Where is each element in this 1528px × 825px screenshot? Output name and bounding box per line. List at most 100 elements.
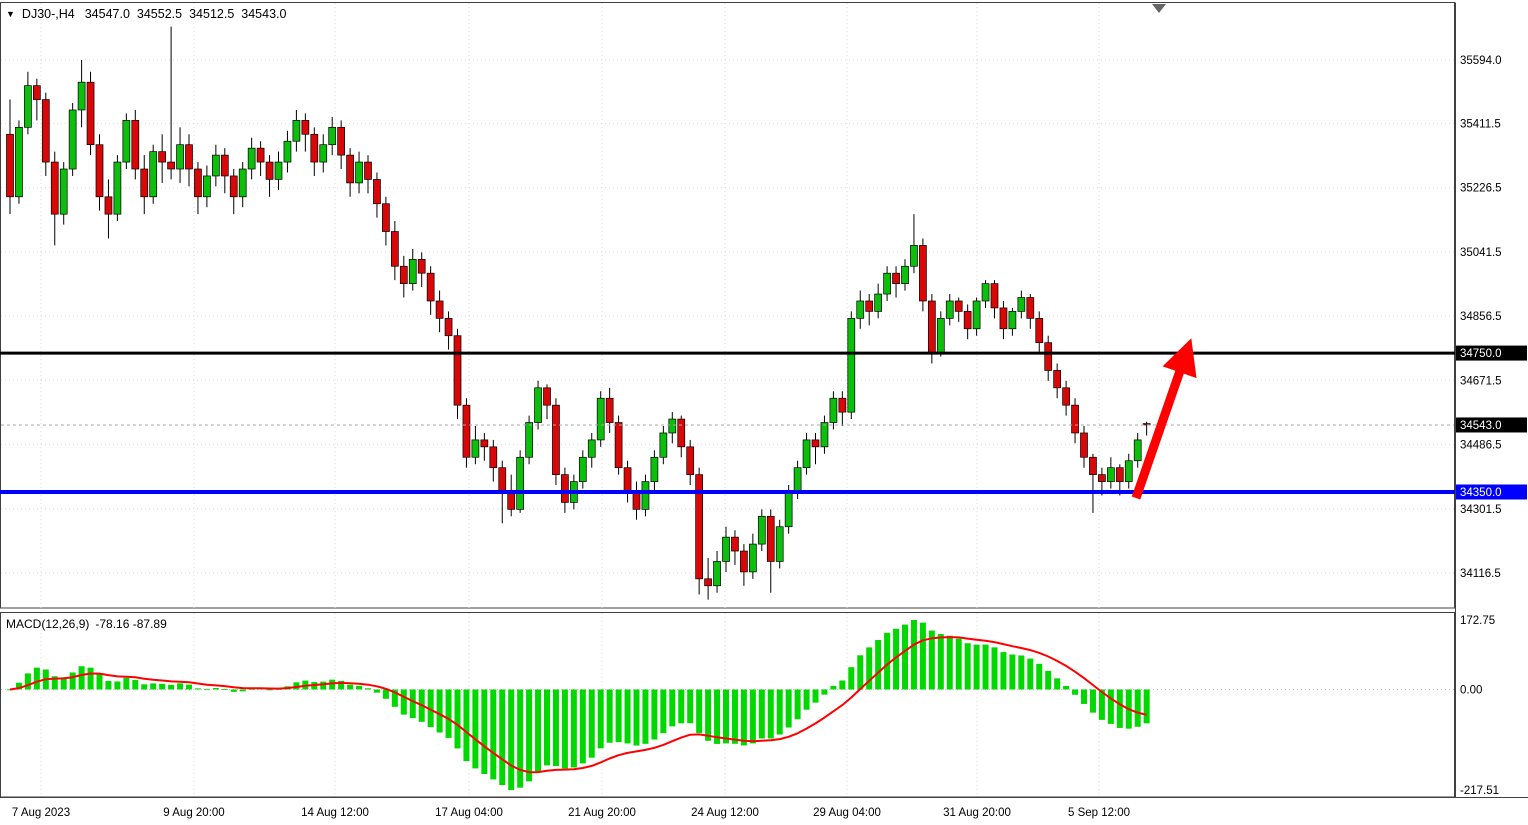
macd-bar xyxy=(382,689,389,699)
candle xyxy=(874,283,883,319)
macd-bar xyxy=(669,689,676,727)
macd-bar xyxy=(436,689,443,733)
price-axis[interactable]: 35594.0 35411.5 35226.5 35041.5 34856.5 34671… xyxy=(1460,55,1502,797)
macd-bar xyxy=(472,689,479,769)
main-chart-area[interactable] xyxy=(0,3,1455,608)
candle xyxy=(641,474,650,517)
macd-bar xyxy=(803,689,810,710)
candle xyxy=(462,398,471,468)
current-price-tag xyxy=(1456,417,1527,433)
candle xyxy=(24,71,32,135)
macd-axis-label: 172.75 xyxy=(1460,615,1495,627)
macd-bar xyxy=(678,689,685,724)
candle xyxy=(650,450,659,493)
candle xyxy=(1080,426,1088,468)
ohlc-close: 34543.0 xyxy=(241,7,287,21)
macd-bar xyxy=(902,624,908,690)
macd-bar xyxy=(866,647,873,690)
macd-bar xyxy=(857,655,864,690)
time-axis[interactable]: 7 Aug 2023 9 Aug 20:00 14 Aug 12:00 17 Aug … xyxy=(12,807,1130,819)
candle xyxy=(77,59,86,128)
candle xyxy=(748,533,757,579)
macd-bar xyxy=(1000,652,1007,690)
macd-bar xyxy=(517,689,524,788)
candle xyxy=(355,151,363,194)
macd-label: MACD(12,26,9) -78.16 -87.89 xyxy=(6,617,167,631)
macd-bar xyxy=(705,689,712,741)
candle xyxy=(596,391,605,447)
macd-bar xyxy=(499,689,506,786)
macd-bar xyxy=(347,684,354,690)
macd-bar xyxy=(651,689,658,740)
candle xyxy=(86,71,95,156)
macd-bar xyxy=(1089,689,1096,713)
candle xyxy=(910,214,918,274)
macd-bar xyxy=(15,682,22,690)
macd-bar xyxy=(203,689,210,691)
candle xyxy=(131,109,140,180)
macd-bar xyxy=(1107,689,1114,724)
shift-marker-icon xyxy=(1152,4,1166,13)
candle xyxy=(328,116,337,156)
macd-bar xyxy=(409,689,416,719)
candle xyxy=(802,432,811,475)
macd-bar xyxy=(839,680,846,690)
candle xyxy=(167,26,175,180)
macd-bar xyxy=(293,682,300,690)
macd-bar xyxy=(561,689,568,769)
macd-bar xyxy=(454,689,461,749)
expand-icon[interactable]: ▼ xyxy=(6,8,15,19)
macd-bar xyxy=(687,689,694,724)
macd-chart-area[interactable] xyxy=(0,613,1455,797)
candle xyxy=(614,415,623,475)
candle xyxy=(6,99,14,215)
macd-bar xyxy=(1027,658,1034,690)
candle xyxy=(552,398,560,486)
candle xyxy=(587,432,596,468)
candle xyxy=(220,148,229,194)
macd-bar xyxy=(1009,654,1016,690)
macd-bar xyxy=(427,689,434,728)
candle xyxy=(534,380,542,430)
macd-bar xyxy=(785,689,792,728)
macd-bar xyxy=(893,628,900,690)
macd-bar xyxy=(33,667,40,690)
candle xyxy=(945,294,954,326)
candle xyxy=(892,266,900,298)
candle xyxy=(122,113,131,170)
ohlc-low: 34512.5 xyxy=(189,7,235,21)
macd-bar xyxy=(114,681,121,690)
horizontal-line-34350.0[interactable]: 34350.0 xyxy=(0,484,1527,500)
macd-bar xyxy=(570,689,577,768)
macd-bar xyxy=(544,689,550,766)
candle xyxy=(256,141,265,176)
candle xyxy=(203,165,211,208)
macd-bar xyxy=(194,688,201,690)
candle xyxy=(543,384,551,420)
candle xyxy=(578,450,587,489)
candle xyxy=(310,127,319,176)
candle xyxy=(659,426,668,465)
macd-bar xyxy=(928,630,935,690)
candle xyxy=(399,255,408,298)
candle xyxy=(68,103,77,176)
macd-bar xyxy=(875,640,882,690)
candle xyxy=(1071,398,1079,444)
macd-bar xyxy=(740,689,747,746)
candle xyxy=(856,290,865,329)
time-axis-label: 17 Aug 04:00 xyxy=(435,807,503,819)
candle xyxy=(686,439,695,486)
candle xyxy=(1035,311,1044,354)
macd-bar xyxy=(69,672,76,690)
candle xyxy=(1106,457,1115,489)
panel-splitter[interactable] xyxy=(0,608,1455,613)
price-axis-label: 35411.5 xyxy=(1460,118,1501,130)
macd-bar xyxy=(955,638,962,690)
price-axis-label: 34671.5 xyxy=(1460,375,1502,387)
candle xyxy=(1133,432,1142,468)
macd-bar xyxy=(830,685,837,690)
horizontal-line-34750.0[interactable]: 34750.0 xyxy=(0,345,1527,361)
macd-bar xyxy=(1134,689,1141,727)
trend-arrow[interactable] xyxy=(1131,338,1197,500)
